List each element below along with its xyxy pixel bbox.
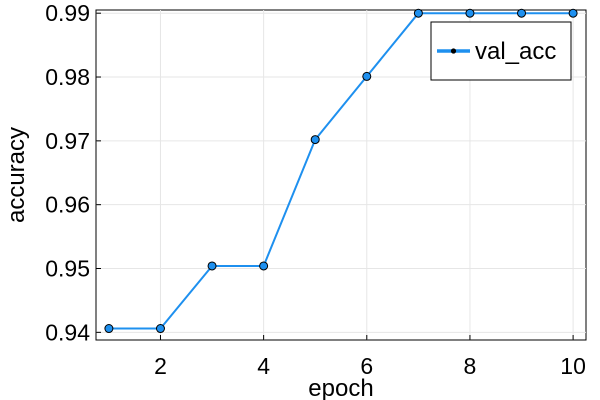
data-point [568,8,578,18]
y-tick-label: 0.94 [45,319,90,345]
x-tick-label: 10 [560,353,586,379]
data-point [362,71,372,81]
data-point [155,324,165,334]
y-tick-label: 0.95 [45,256,90,282]
x-tick-label: 4 [257,353,270,379]
y-tick-label: 0.97 [45,128,90,154]
y-tick-label: 0.99 [45,0,90,26]
y-axis-label: accuracy [3,127,30,223]
x-tick-label: 8 [464,353,477,379]
data-point [413,8,423,18]
y-axis-ticks: 0.94 0.95 0.96 0.97 0.98 0.99 [45,0,101,345]
data-point [104,324,114,334]
x-tick-label: 6 [360,353,373,379]
data-point [310,135,320,145]
data-point [207,261,217,271]
series-line-val-acc [108,12,574,330]
x-axis-ticks: 2 4 6 8 10 [154,335,586,379]
y-tick-label: 0.96 [45,192,90,218]
data-point [259,261,269,271]
legend-marker-val-acc [450,48,457,54]
x-axis-label: epoch [308,375,373,400]
legend: val_acc [430,21,572,81]
data-point [465,8,475,18]
data-point [517,8,527,18]
y-tick-label: 0.98 [45,64,90,90]
grid [96,10,586,340]
x-tick-label: 2 [154,353,167,379]
series-layer [104,8,578,334]
legend-label-val-acc: val_acc [475,38,556,65]
